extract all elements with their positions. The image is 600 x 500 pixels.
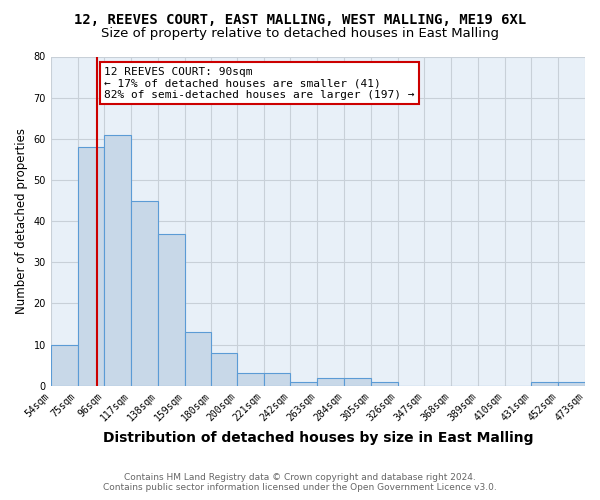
Bar bbox=[264, 374, 290, 386]
Bar bbox=[77, 147, 104, 386]
Bar bbox=[317, 378, 344, 386]
Bar bbox=[290, 382, 317, 386]
Text: Size of property relative to detached houses in East Malling: Size of property relative to detached ho… bbox=[101, 28, 499, 40]
Bar bbox=[104, 134, 131, 386]
Y-axis label: Number of detached properties: Number of detached properties bbox=[15, 128, 28, 314]
Bar bbox=[158, 234, 185, 386]
X-axis label: Distribution of detached houses by size in East Malling: Distribution of detached houses by size … bbox=[103, 431, 533, 445]
Text: 12, REEVES COURT, EAST MALLING, WEST MALLING, ME19 6XL: 12, REEVES COURT, EAST MALLING, WEST MAL… bbox=[74, 12, 526, 26]
Bar bbox=[371, 382, 398, 386]
Bar bbox=[211, 353, 237, 386]
Text: Contains HM Land Registry data © Crown copyright and database right 2024.
Contai: Contains HM Land Registry data © Crown c… bbox=[103, 473, 497, 492]
Bar bbox=[558, 382, 585, 386]
Bar bbox=[185, 332, 211, 386]
Bar bbox=[51, 344, 77, 386]
Bar bbox=[237, 374, 264, 386]
Bar bbox=[532, 382, 558, 386]
Bar bbox=[344, 378, 371, 386]
Text: 12 REEVES COURT: 90sqm
← 17% of detached houses are smaller (41)
82% of semi-det: 12 REEVES COURT: 90sqm ← 17% of detached… bbox=[104, 67, 415, 100]
Bar bbox=[131, 200, 158, 386]
